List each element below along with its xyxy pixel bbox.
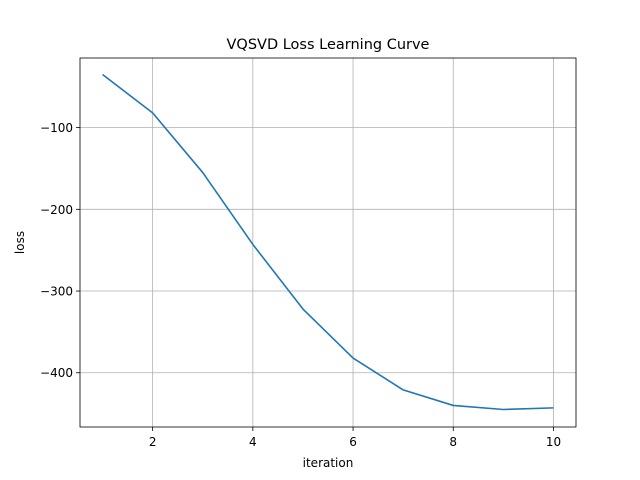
y-tick-label: −300: [40, 285, 73, 299]
x-tick-label: 2: [149, 435, 157, 449]
y-axis-label: loss: [13, 231, 27, 254]
axis-ticks: 2 4 6 8 10 −400 −300 −200 −100: [40, 121, 561, 449]
grid: [80, 58, 576, 427]
x-tick-label: 10: [546, 435, 561, 449]
series-line: [102, 73, 554, 411]
x-axis-label: iteration: [303, 456, 354, 470]
y-tick-label: −400: [40, 366, 73, 380]
plot-area-frame: [79, 57, 577, 428]
chart-title: VQSVD Loss Learning Curve: [227, 37, 430, 53]
x-tick-label: 8: [449, 435, 457, 449]
x-tick-label: 6: [349, 435, 357, 449]
y-tick-label: −200: [40, 203, 73, 217]
y-tick-label: −100: [40, 121, 73, 135]
series-layer: [102, 73, 554, 411]
x-tick-label: 4: [249, 435, 257, 449]
